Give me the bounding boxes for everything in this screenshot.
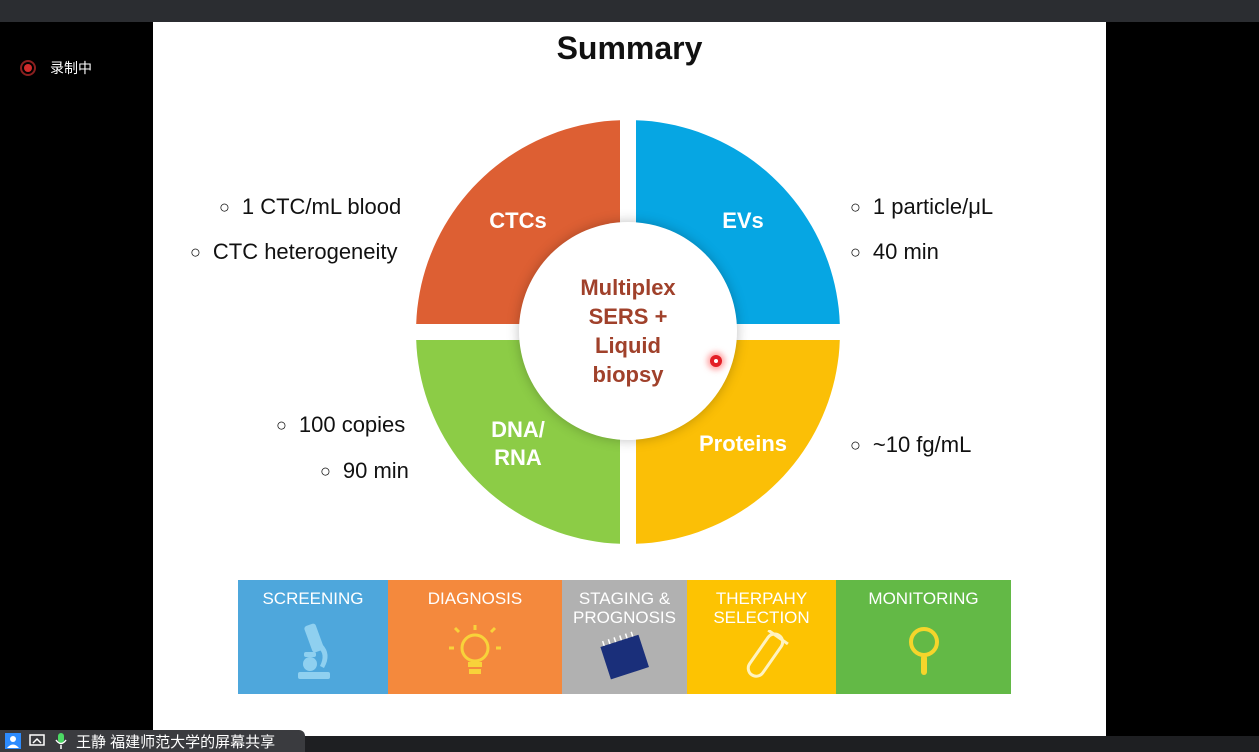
quadrant-dna-rna [416,340,620,544]
bullet-text: 40 min [872,239,939,264]
center-text: Multiplex SERS + Liquid biopsy [580,275,676,387]
screen-share-text: 王静 福建师范大学的屏幕共享 [76,733,276,751]
record-icon [20,60,36,76]
top-bar [0,0,1259,22]
quadrant-evs [636,120,840,324]
bullet-marker: ○ [276,414,287,435]
participants-icon[interactable] [4,732,22,750]
bullet-marker: ○ [219,196,230,217]
quadrant-label-proteins: Proteins [698,431,788,456]
stage-label: DIAGNOSIS [427,589,523,608]
stage-therapy-selection: THERPAHY SELECTION [687,580,836,694]
bottom-bar [0,736,1259,752]
screen-share-bar: 王静 福建师范大学的屏幕共享 [0,730,305,752]
stage-diagnosis: DIAGNOSIS [388,580,562,694]
bullet-marker: ○ [850,196,861,217]
share-screen-icon[interactable] [28,732,46,750]
slide-title: Summary [556,30,703,66]
bullet-proteins-1: ○ ~10 fg/mL [850,432,971,458]
quadrant-label-dna-rna: DNA/ RNA [463,416,573,472]
lightbulb-icon [449,625,501,674]
shared-slide: Summary CTCs EVs DNA/ RNA Proteins Multi… [153,22,1106,736]
stage-label: MONITORING [868,589,979,608]
bullet-marker: ○ [190,241,201,262]
bullet-ctcs-1: ○ 1 CTC/mL blood [219,194,401,220]
stage-label: STAGING & PROGNOSIS [573,589,676,627]
microscope-icon [298,623,330,679]
stage-label: SCREENING [262,589,364,608]
microphone-icon[interactable] [52,732,70,750]
bullet-dna-2: ○ 90 min [320,458,409,484]
recording-indicator[interactable]: 录制中 [20,58,92,78]
bullet-marker: ○ [850,434,861,455]
quadrant-wheel [416,120,840,544]
bullet-text: ~10 fg/mL [872,432,972,457]
bullet-ctcs-2: ○ CTC heterogeneity [190,239,398,265]
quadrant-ctcs [416,120,620,324]
recording-label: 录制中 [50,60,92,76]
quadrant-proteins [636,340,840,544]
laser-pointer [710,355,722,367]
bullet-marker: ○ [320,460,331,481]
bullet-evs-1: ○ 1 particle/μL [850,194,993,220]
dna-rna-label: DNA/ RNA [491,417,545,470]
bullet-evs-2: ○ 40 min [850,239,939,265]
bullet-text: 1 particle/μL [872,194,994,219]
stage-monitoring: MONITORING [836,580,1011,694]
center-circle: Multiplex SERS + Liquid biopsy [519,222,737,440]
stage-staging-prognosis: STAGING & PROGNOSIS [562,580,687,694]
bullet-dna-1: ○ 100 copies [276,412,405,438]
stage-screening: SCREENING [238,580,388,694]
bullet-text: CTC heterogeneity [212,239,398,264]
bullet-text: 100 copies [298,412,406,437]
bullet-text: 1 CTC/mL blood [241,194,402,219]
notepad-icon [599,631,649,680]
stages-strip: SCREENING DIAGNOSIS [238,580,1011,694]
stage-label: THERPAHY SELECTION [713,589,810,627]
test-tube-icon [746,630,789,678]
magnifier-icon [908,627,939,675]
bullet-text: 90 min [342,458,409,483]
quadrant-label-ctcs: CTCs [489,208,547,233]
quadrant-label-evs: EVs [722,208,764,233]
bullet-marker: ○ [850,241,861,262]
